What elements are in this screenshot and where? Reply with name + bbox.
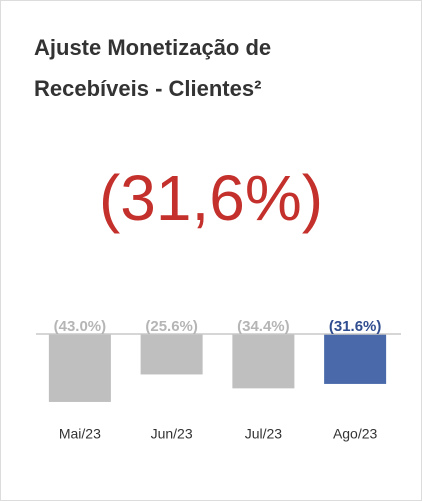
bar bbox=[140, 334, 203, 375]
x-tick-label: Jun/23 bbox=[151, 426, 193, 442]
x-tick-label: Jul/23 bbox=[245, 426, 283, 442]
card-title: Ajuste Monetização de Recebíveis - Clien… bbox=[34, 35, 272, 101]
bar bbox=[324, 334, 387, 384]
bar bbox=[232, 334, 295, 389]
data-label: (34.4%) bbox=[237, 318, 290, 335]
data-label: (31.6%) bbox=[329, 318, 382, 335]
headline-value: (31,6%) bbox=[98, 162, 324, 234]
data-label: (25.6%) bbox=[145, 318, 198, 335]
x-tick-label: Mai/23 bbox=[59, 426, 101, 442]
data-label: (43.0%) bbox=[54, 318, 107, 335]
bar bbox=[48, 334, 111, 402]
x-tick-label: Ago/23 bbox=[333, 426, 378, 442]
